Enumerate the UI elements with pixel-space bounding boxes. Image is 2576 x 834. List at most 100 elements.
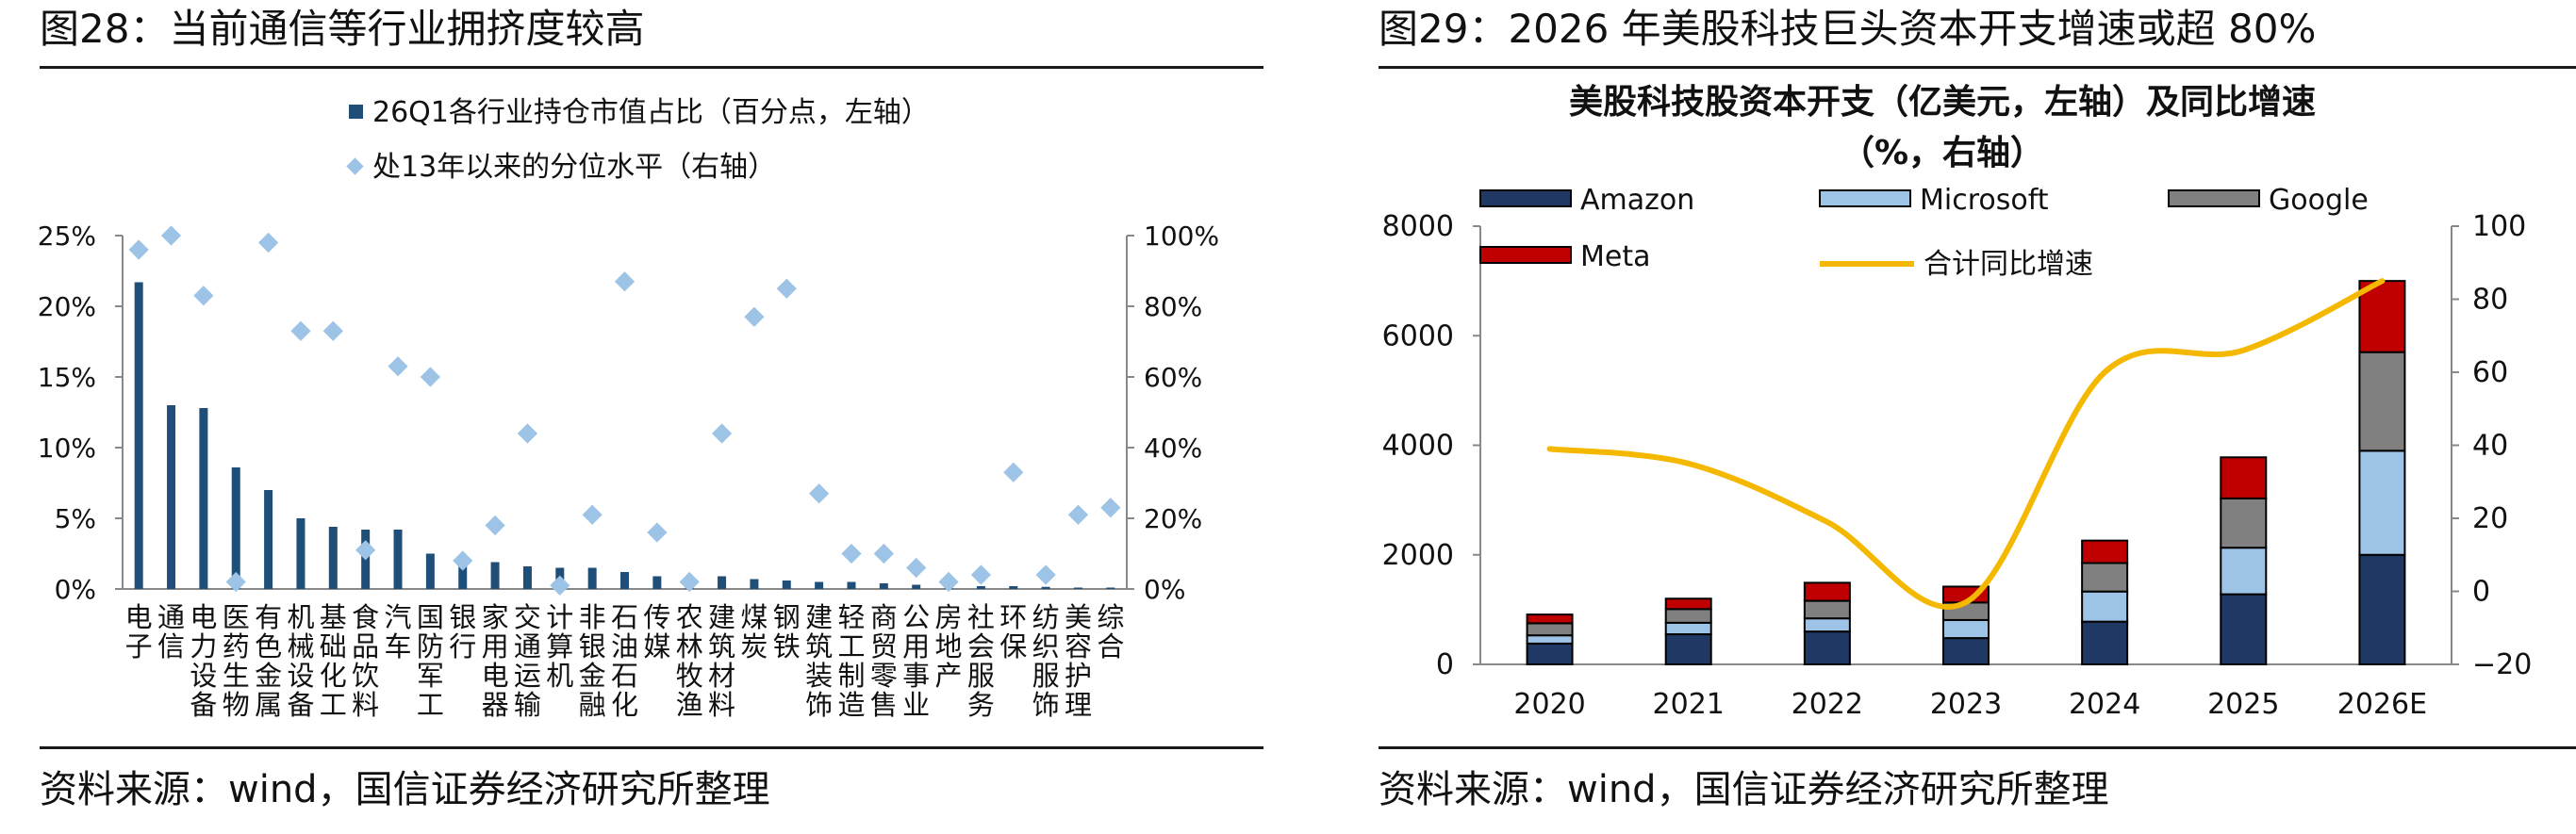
x-tick-label: 建筑装饰 bbox=[805, 601, 833, 721]
percentile-point-家用电器 bbox=[485, 515, 505, 536]
percentile-point-环保 bbox=[1003, 462, 1024, 482]
right-axis-tick-label: 40% bbox=[1144, 433, 1202, 464]
chart-title: 美股科技股资本开支（亿美元，左轴）及同比增速 bbox=[1569, 83, 2316, 122]
bar-美容护理 bbox=[1073, 587, 1082, 589]
chart-subtitle: （%，右轴） bbox=[1841, 134, 2044, 172]
bar-电力设备 bbox=[199, 408, 208, 589]
right-axis-tick-label: 40 bbox=[2472, 430, 2508, 463]
figure-28-title: 图28：当前通信等行业拥挤度较高 bbox=[40, 6, 645, 52]
x-tick-label: 计算机 bbox=[546, 601, 573, 692]
legend-swatch-bar bbox=[349, 105, 363, 119]
bar-microsoft-2022 bbox=[1803, 617, 1851, 633]
bar-google-2025 bbox=[2220, 497, 2268, 549]
x-tick-label: 有色金属 bbox=[255, 601, 282, 721]
right-axis-tick-label: 100 bbox=[2472, 210, 2526, 243]
percentile-point-轻工制造 bbox=[841, 543, 862, 564]
percentile-point-石油石化 bbox=[614, 271, 636, 292]
bar-microsoft-2026E bbox=[2358, 450, 2406, 556]
bar-microsoft-2021 bbox=[1664, 621, 1712, 636]
left-axis-tick-label: 0% bbox=[55, 574, 96, 605]
percentile-point-国防军工 bbox=[420, 367, 440, 387]
left-axis-tick-label: 25% bbox=[38, 221, 96, 252]
percentile-point-机械设备 bbox=[290, 320, 311, 341]
x-tick-label: 钢铁 bbox=[773, 601, 801, 662]
x-tick-label: 汽车 bbox=[385, 601, 412, 662]
x-tick-label: 医药生物 bbox=[223, 601, 250, 721]
x-tick-label: 轻工制造 bbox=[837, 601, 865, 721]
bar-基础化工 bbox=[328, 527, 338, 589]
x-tick-label: 美容护理 bbox=[1065, 601, 1092, 721]
x-tick-label: 2021 bbox=[1653, 688, 1725, 721]
figure-29-panel: 图29：2026 年美股科技巨头资本开支增速或超 80% 美股科技股资本开支（亿… bbox=[1339, 0, 2576, 834]
title-rule bbox=[1379, 66, 2576, 69]
bar-交通运输 bbox=[522, 566, 532, 589]
right-axis-tick-label: 0 bbox=[2472, 576, 2490, 609]
bar-meta-2020 bbox=[1526, 613, 1574, 625]
bar-amazon-2021 bbox=[1664, 633, 1712, 665]
bar-amazon-2026E bbox=[2358, 553, 2406, 665]
bar-建筑材料 bbox=[718, 576, 727, 589]
x-tick-label: 食品饮料 bbox=[352, 601, 379, 721]
x-tick-label: 电子 bbox=[125, 601, 153, 662]
x-tick-label: 农林牧渔 bbox=[676, 601, 703, 721]
bar-轻工制造 bbox=[847, 581, 856, 589]
bar-电子 bbox=[134, 282, 143, 589]
bar-amazon-2025 bbox=[2220, 593, 2268, 665]
bar-meta-2021 bbox=[1664, 597, 1712, 611]
percentile-point-商贸零售 bbox=[873, 543, 894, 564]
bar-google-2020 bbox=[1526, 622, 1574, 637]
percentile-point-社会服务 bbox=[970, 564, 992, 585]
bar-医药生物 bbox=[231, 467, 240, 589]
bar-meta-2024 bbox=[2081, 539, 2129, 564]
left-axis-tick-label: 10% bbox=[38, 433, 96, 464]
x-tick-label: 电力设备 bbox=[190, 601, 217, 721]
x-tick-label: 公用事业 bbox=[902, 601, 930, 721]
percentile-point-建筑装饰 bbox=[809, 483, 830, 504]
x-tick-label: 2025 bbox=[2207, 688, 2279, 721]
left-axis-tick-label: 2000 bbox=[1382, 539, 1454, 572]
x-tick-label: 机械设备 bbox=[287, 601, 314, 721]
percentile-point-钢铁 bbox=[776, 278, 797, 299]
x-tick-label: 环保 bbox=[999, 601, 1027, 662]
x-tick-label: 通信 bbox=[157, 601, 185, 662]
left-axis-tick-label: 6000 bbox=[1382, 319, 1454, 352]
bar-microsoft-2024 bbox=[2081, 590, 2129, 623]
legend-swatch-meta bbox=[1479, 246, 1572, 264]
percentile-point-农林牧渔 bbox=[679, 571, 700, 593]
x-tick-label: 商贸零售 bbox=[870, 601, 898, 721]
x-tick-label: 煤炭 bbox=[740, 601, 768, 662]
industry-crowding-chart: 26Q1各行业持仓市值占比（百分点，左轴） 处13年以来的分位水平（右轴） 0% 5%… bbox=[38, 96, 1219, 721]
right-axis-tick-label: 100% bbox=[1144, 221, 1219, 252]
x-tick-label: 交通运输 bbox=[514, 601, 541, 721]
right-axis-tick-label: 20% bbox=[1144, 503, 1202, 534]
legend-label: Amazon bbox=[1580, 184, 1694, 217]
x-tick-label: 2020 bbox=[1513, 688, 1585, 721]
bar-有色金属 bbox=[264, 490, 273, 589]
bar-meta-2022 bbox=[1803, 581, 1851, 602]
right-axis-tick-label: 80 bbox=[2472, 284, 2508, 317]
legend-label: Microsoft bbox=[1920, 184, 2049, 217]
bar-microsoft-2023 bbox=[1942, 618, 1990, 640]
source-rule bbox=[40, 746, 1263, 749]
percentile-point-汽车 bbox=[388, 356, 408, 377]
x-tick-label: 纺织服饰 bbox=[1032, 601, 1060, 721]
bar-机械设备 bbox=[296, 518, 305, 589]
percentile-point-综合 bbox=[1100, 498, 1121, 518]
percentile-point-纺织服饰 bbox=[1035, 564, 1056, 585]
bar-google-2022 bbox=[1803, 599, 1851, 620]
left-axis-tick-label: 4000 bbox=[1382, 430, 1454, 463]
left-axis-tick-label: 20% bbox=[38, 291, 96, 322]
x-tick-label: 社会服务 bbox=[967, 601, 995, 721]
bar-google-2024 bbox=[2081, 562, 2129, 593]
x-tick-label: 银行 bbox=[449, 601, 476, 662]
right-axis-tick-label: 20 bbox=[2472, 502, 2508, 535]
x-tick-label: 综合 bbox=[1097, 601, 1124, 662]
bar-meta-2026E bbox=[2358, 280, 2406, 353]
x-tick-label: 石油石化 bbox=[611, 601, 638, 721]
percentile-point-美容护理 bbox=[1067, 504, 1089, 525]
percentile-point-基础化工 bbox=[322, 320, 343, 341]
capex-chart: 美股科技股资本开支（亿美元，左轴）及同比增速 （%，右轴） 0 2000 4000 600… bbox=[1382, 83, 2533, 721]
x-tick-label: 传媒 bbox=[643, 601, 670, 662]
x-tick-label: 家用电器 bbox=[482, 601, 509, 721]
right-axis-tick-label: 60% bbox=[1144, 362, 1202, 393]
